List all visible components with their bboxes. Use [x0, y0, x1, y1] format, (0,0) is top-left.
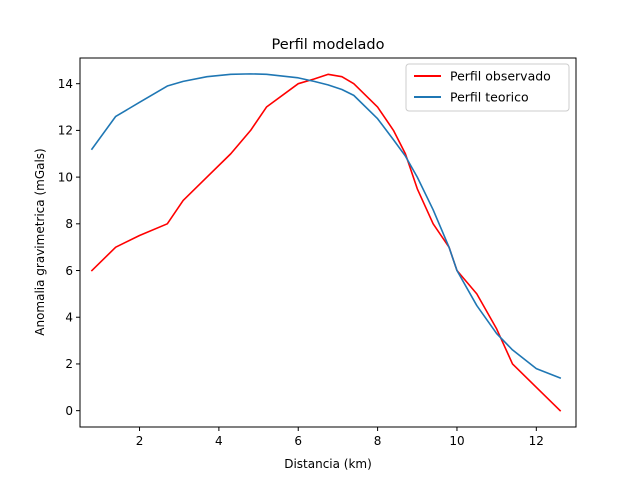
y-tick-label: 8 — [65, 217, 73, 231]
y-tick-label: 14 — [58, 77, 73, 91]
x-tick-label: 8 — [374, 434, 382, 448]
y-tick-label: 4 — [65, 311, 73, 325]
legend-label-perfil-observado: Perfil observado — [450, 69, 551, 84]
y-axis-label: Anomalia gravimetrica (mGals) — [33, 148, 47, 335]
y-tick-label: 6 — [65, 264, 73, 278]
legend: Perfil observado Perfil teorico — [405, 63, 570, 112]
chart-title: Perfil modelado — [272, 37, 385, 53]
series-layer — [90, 73, 562, 412]
x-tick-label: 12 — [529, 434, 544, 448]
y-tick-label: 0 — [65, 404, 73, 418]
x-axis: 2 4 6 8 10 12 — [136, 427, 544, 448]
legend-box — [405, 63, 570, 112]
x-axis-label: Distancia (km) — [284, 457, 372, 471]
series-line-1 — [90, 73, 562, 379]
legend-label-perfil-teorico: Perfil teorico — [450, 90, 529, 105]
x-tick-label: 6 — [294, 434, 302, 448]
x-tick-label: 4 — [215, 434, 223, 448]
x-tick-label: 10 — [449, 434, 464, 448]
plot-frame — [79, 57, 577, 428]
y-tick-label: 2 — [65, 357, 73, 371]
series-line-0 — [90, 73, 562, 412]
y-axis: 0 2 4 6 8 10 12 14 — [58, 77, 80, 418]
y-tick-label: 10 — [58, 170, 73, 184]
x-tick-label: 2 — [136, 434, 144, 448]
y-tick-label: 12 — [58, 124, 73, 138]
